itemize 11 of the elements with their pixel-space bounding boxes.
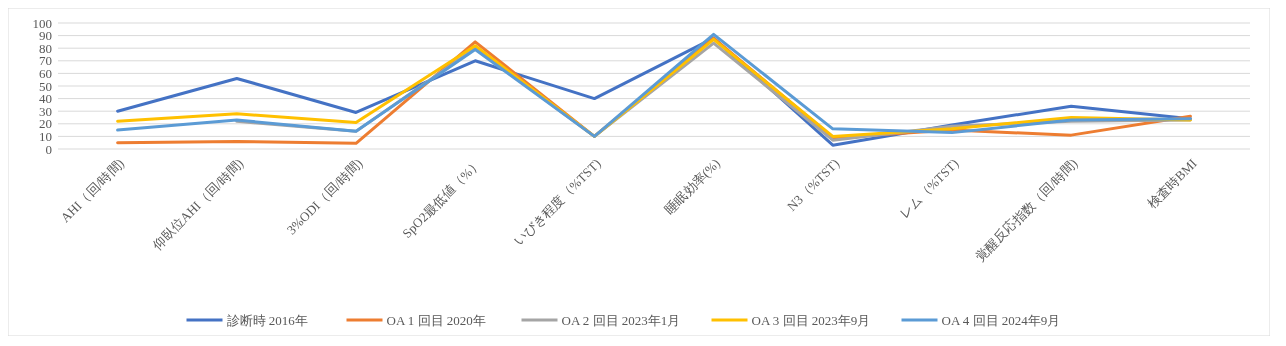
x-tick-label: 覚醒反応指数（回/時間) xyxy=(972,155,1081,264)
legend-label: 診断時 2016年 xyxy=(226,312,308,328)
legend-label: OA 1 回目 2020年 xyxy=(386,312,486,328)
legend-label: OA 4 回目 2024年9月 xyxy=(941,312,1061,328)
y-tick-label: 100 xyxy=(32,15,52,31)
x-tick-label: 睡眠効率(%) xyxy=(661,155,723,217)
y-tick-label: 50 xyxy=(39,78,52,94)
legend-label: OA 3 回目 2023年9月 xyxy=(751,312,871,328)
legend-label: OA 2 回目 2023年1月 xyxy=(561,312,681,328)
x-tick-label: AHI（回/時間) xyxy=(57,155,127,226)
y-tick-label: 0 xyxy=(45,141,52,157)
